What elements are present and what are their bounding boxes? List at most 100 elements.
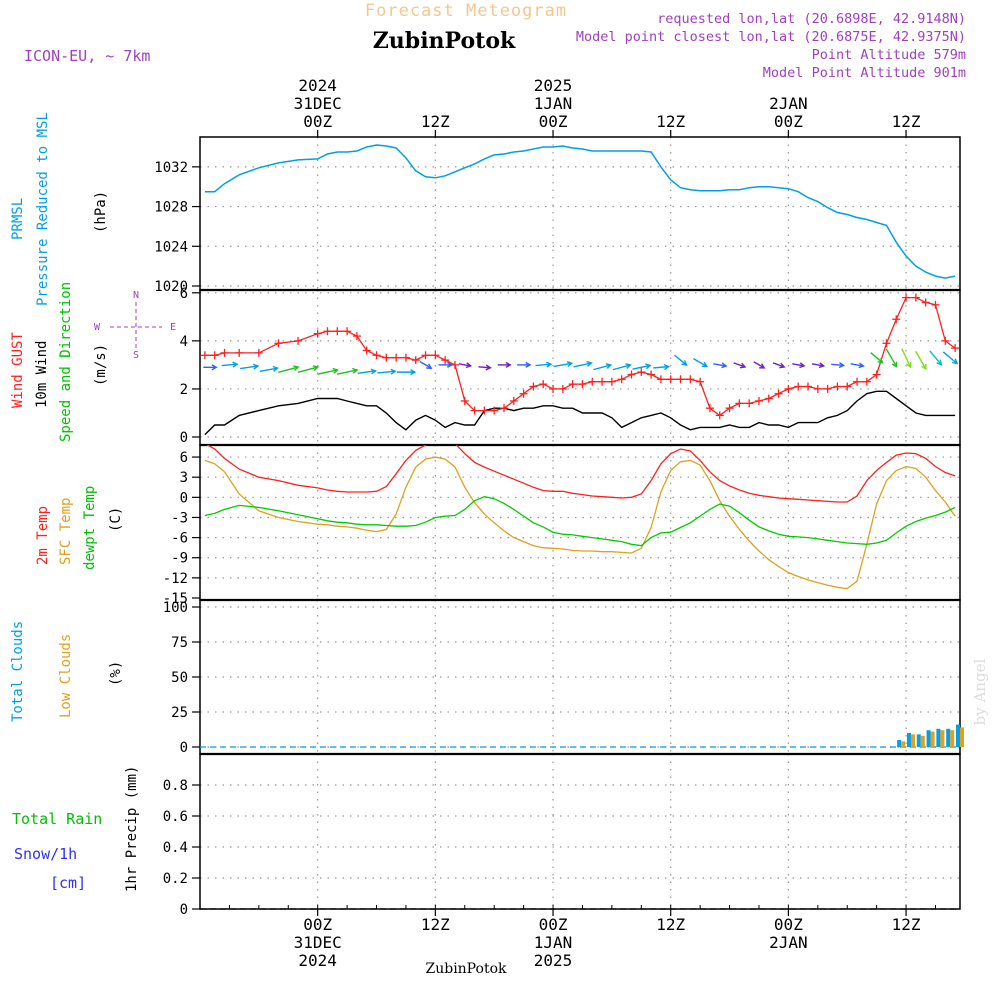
wind-arrow [573, 360, 593, 368]
wind-arrow-head [891, 361, 898, 368]
gust-marker [509, 396, 518, 405]
wind-arrow-shaft [733, 362, 746, 368]
gust-marker [735, 399, 744, 408]
y-tick-label: 3 [180, 470, 188, 486]
wind-arrow [942, 351, 959, 365]
wind-speed-line [204, 390, 956, 436]
label-percent: (%) [108, 661, 124, 686]
wind-arrow [612, 363, 632, 371]
wind-arrow-head [645, 363, 652, 370]
gust-marker [578, 380, 587, 389]
wind-arrow [553, 361, 574, 368]
y-tick-label: -9 [171, 551, 188, 567]
gust-marker [235, 348, 244, 357]
gust-marker [941, 336, 950, 345]
wind-arrow-head [465, 362, 473, 369]
wind-arrow-shaft [278, 366, 299, 374]
wind-arrow-shaft [377, 370, 396, 374]
wind-arrow-shaft [632, 364, 651, 370]
label-precip: 1hr Precip (mm) [124, 766, 140, 892]
wind-arrow [478, 364, 492, 371]
wind-arrow-shaft [357, 370, 376, 375]
time-label: 2025 [534, 76, 573, 95]
low-cloud-bar [940, 730, 945, 747]
gust-marker [220, 348, 229, 357]
gust-marker [833, 382, 842, 391]
point-altitude: Point Altitude 579m [812, 47, 966, 63]
y-tick-label: 1020 [154, 279, 188, 295]
gust-marker [401, 353, 410, 362]
y-tick-label: 0 [180, 490, 188, 506]
wind-arrow [674, 354, 688, 367]
wind-arrow [632, 363, 652, 370]
time-label: 00Z [303, 915, 332, 934]
wind-arrow [885, 348, 898, 368]
gust-marker [333, 327, 342, 336]
gust-marker [705, 404, 714, 413]
low-cloud-bar [920, 735, 925, 747]
gust-marker [352, 332, 361, 341]
wind-arrow-shaft [713, 363, 727, 367]
gust-marker [656, 375, 665, 384]
compass-e: E [170, 322, 176, 333]
time-label: 12Z [892, 915, 921, 934]
time-label: 31DEC [294, 94, 342, 113]
label-snow: Snow/1h [14, 845, 77, 863]
wind-arrow-head [312, 365, 320, 372]
y-tick-label: -12 [163, 571, 188, 587]
compass-w: W [94, 322, 101, 333]
gust-marker [862, 377, 871, 386]
wind-arrow-shaft [317, 369, 338, 375]
wind-arrow-shaft [458, 363, 471, 367]
wind-arrow [419, 361, 433, 369]
panel-temperature: -15 -12 -9 -6 -3 0 3 6 [163, 444, 961, 607]
model-altitude: Model Point Altitude 901m [763, 65, 966, 81]
y-tick-label: 6 [180, 450, 188, 466]
panel-precip: 0 0.2 0.4 0.6 0.8 [163, 753, 961, 918]
wind-arrow-shaft [811, 363, 824, 367]
gust-marker [431, 351, 440, 360]
requested-point: requested lon,lat (20.6898E, 42.9148N) [657, 11, 966, 27]
time-label: 12Z [421, 112, 450, 131]
wind-arrow [221, 361, 239, 368]
gust-marker [549, 384, 558, 393]
panel-clouds: 0 25 50 75 100 [163, 599, 961, 756]
y-tick-label: 6 [180, 286, 188, 302]
wind-arrow [535, 361, 553, 368]
wind-arrow-head [370, 368, 378, 375]
gust-marker [794, 382, 803, 391]
wind-arrow-head [546, 361, 553, 368]
wind-arrow [901, 348, 912, 369]
wind-arrow-head [838, 362, 846, 369]
wind-arrow-head [352, 367, 359, 374]
y-tick-label: 0.4 [163, 840, 188, 856]
gust-marker [872, 370, 881, 379]
total-cloud-bar [926, 730, 931, 747]
wind-arrow-head [485, 364, 492, 371]
gust-marker [921, 298, 930, 307]
wind-arrow [653, 363, 671, 370]
low-cloud-bar [950, 730, 955, 747]
wind-arrow [458, 362, 473, 369]
wind-arrow [733, 362, 747, 369]
gust-marker [627, 370, 636, 379]
label-wind-gust: Wind GUST [10, 332, 26, 408]
wind-arrow-shaft [915, 350, 927, 370]
wind-arrow [438, 361, 454, 368]
wind-arrow-shaft [831, 363, 844, 367]
gust-marker [804, 382, 812, 391]
wind-arrow-head [701, 361, 709, 368]
gust-marker [480, 406, 489, 415]
gust-marker [274, 339, 283, 348]
gust-marker [411, 356, 420, 365]
y-tick-label: 100 [163, 600, 188, 616]
wind-arrow [297, 365, 320, 374]
label-prmsl: PRMSL [10, 198, 26, 240]
plot-area: 1020 1024 1028 1032 0 2 4 6 -15 -12 -9 -6 -3 0 3 6 0 25 50… [154, 76, 964, 970]
y-tick-label: -6 [171, 531, 188, 547]
wind-arrow [713, 362, 728, 369]
wind-arrow [929, 350, 943, 366]
closest-point: Model point closest lon,lat (20.6875E, 4… [576, 29, 966, 45]
